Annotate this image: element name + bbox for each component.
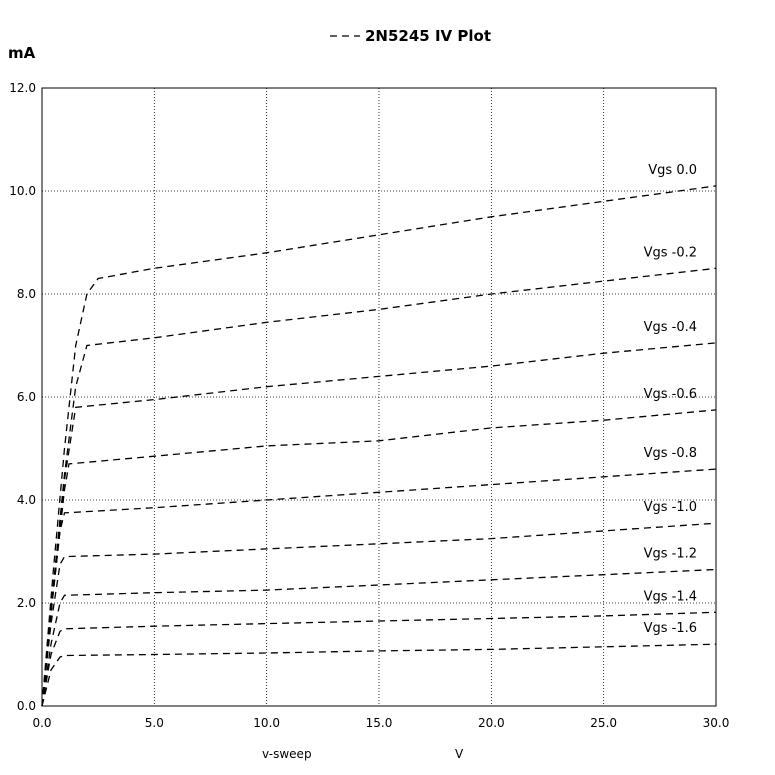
series-line <box>41 522 717 707</box>
x-tick-label: 20.0 <box>478 716 505 730</box>
y-tick-label: 4.0 <box>17 493 36 507</box>
y-axis-unit: mA <box>8 44 36 62</box>
x-axis-unit: V <box>455 747 464 761</box>
curve-label: Vgs 0.0 <box>648 163 697 178</box>
x-tick-label: 30.0 <box>703 716 730 730</box>
x-axis-label: v-sweep <box>262 747 312 761</box>
grid <box>42 88 716 706</box>
x-tick-label: 15.0 <box>366 716 393 730</box>
y-tick-label: 12.0 <box>9 81 36 95</box>
plot-frame <box>41 87 717 707</box>
y-tick-label: 8.0 <box>17 287 36 301</box>
series-line <box>41 342 717 707</box>
curve-label: Vgs -0.2 <box>644 245 697 260</box>
series-line <box>41 468 717 707</box>
x-tick-labels: 0.0 5.0 10.0 15.0 20.0 25.0 30.0 <box>32 716 729 730</box>
curve-label: Vgs -1.4 <box>644 589 697 604</box>
x-tick-label: 25.0 <box>590 716 617 730</box>
series-group <box>41 185 717 707</box>
y-tick-label: 6.0 <box>17 390 36 404</box>
x-tick-label: 5.0 <box>145 716 164 730</box>
series-line <box>41 185 717 707</box>
series-line <box>41 643 717 707</box>
curve-label: Vgs -1.6 <box>644 621 697 636</box>
y-tick-label: 10.0 <box>9 184 36 198</box>
series-line <box>41 409 717 707</box>
curve-label: Vgs -0.8 <box>644 446 697 461</box>
curve-label: Vgs -0.4 <box>644 320 697 335</box>
curve-labels: Vgs 0.0 Vgs -0.2 Vgs -0.4 Vgs -0.6 Vgs -0.8 V… <box>644 163 697 636</box>
legend: 2N5245 IV Plot <box>330 27 491 45</box>
curve-label: Vgs -1.2 <box>644 547 697 562</box>
chart-title: 2N5245 IV Plot <box>365 27 491 45</box>
y-tick-labels: 0.0 2.0 4.0 6.0 8.0 10.0 12.0 <box>9 81 36 713</box>
y-tick-label: 0.0 <box>17 699 36 713</box>
x-tick-label: 0.0 <box>32 716 51 730</box>
series-line <box>41 611 717 707</box>
curve-label: Vgs -0.6 <box>644 387 697 402</box>
curve-label: Vgs -1.0 <box>644 500 697 515</box>
y-tick-label: 2.0 <box>17 596 36 610</box>
x-tick-label: 10.0 <box>253 716 280 730</box>
